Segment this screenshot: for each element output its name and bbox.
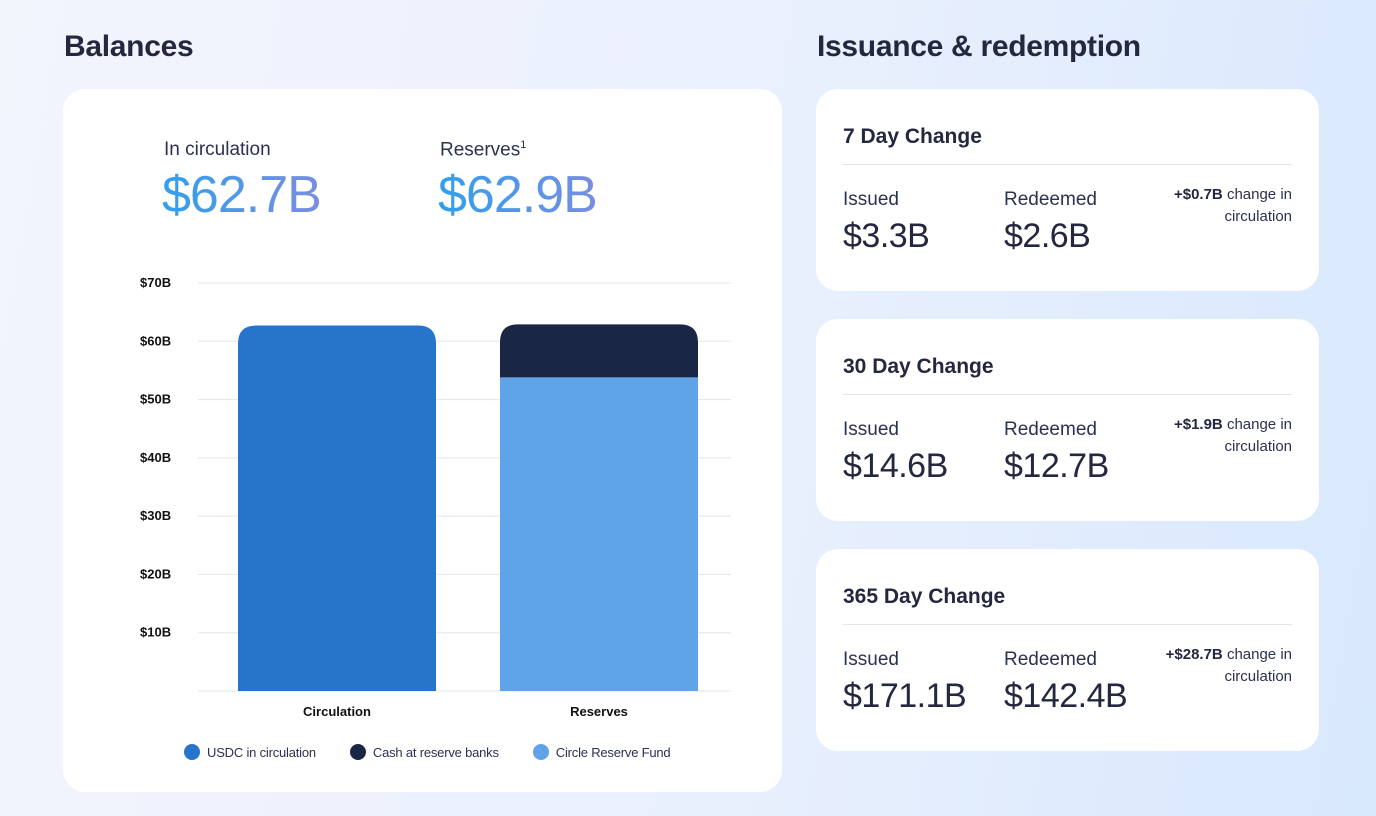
change-text: change in circulation <box>1224 186 1292 225</box>
legend-item-circle-reserve-fund: Circle Reserve Fund <box>532 744 671 760</box>
reserves-value: $62.9B <box>438 166 598 224</box>
issuance-title: Issuance & redemption <box>817 30 1141 63</box>
y-tick-label: $50B <box>140 392 171 407</box>
redeemed-label: Redeemed <box>1004 189 1097 210</box>
legend-swatch <box>349 744 366 760</box>
change-amount: +$0.7B <box>1173 186 1223 203</box>
legend-label: Circle Reserve Fund <box>555 744 671 760</box>
issued-value: $3.3B <box>843 217 930 255</box>
legend-item-cash-reserve-banks: Cash at reserve banks <box>349 744 499 760</box>
redeemed-label: Redeemed <box>1004 649 1097 670</box>
y-tick-label: $60B <box>140 333 171 348</box>
y-tick-label: $20B <box>140 566 171 581</box>
balances-card: In circulation $62.7B Reserves1 $62.9B $… <box>63 89 782 792</box>
change-text: change in circulation <box>1224 416 1292 455</box>
issued-value: $171.1B <box>843 677 967 715</box>
circulation-change-note: +$1.9B change in circulation <box>1142 414 1292 458</box>
legend-swatch <box>184 744 200 760</box>
issued-label: Issued <box>843 189 899 210</box>
legend-swatch <box>532 744 549 760</box>
redeemed-value: $142.4B <box>1004 677 1128 715</box>
divider <box>843 394 1292 395</box>
divider <box>843 624 1292 625</box>
bar-circulation-usdc-in-circulation <box>238 325 436 691</box>
in-circulation-value: $62.7B <box>162 166 322 224</box>
chart-legend: USDC in circulation Cash at reserve bank… <box>184 744 671 760</box>
issued-value: $14.6B <box>843 447 948 485</box>
redeemed-label: Redeemed <box>1004 419 1097 440</box>
balances-title: Balances <box>64 30 194 63</box>
balances-bar-chart: $10B $20B $30B $40B $50B $60B $70B Circulation R… <box>140 275 731 719</box>
y-tick-label: $10B <box>140 625 171 640</box>
x-category-label: Reserves <box>570 704 628 719</box>
issued-label: Issued <box>843 649 899 670</box>
change-card-title: 7 Day Change <box>843 125 982 148</box>
issued-label: Issued <box>843 419 899 440</box>
circulation-change-note: +$0.7B change in circulation <box>1142 184 1292 228</box>
y-tick-label: $30B <box>140 508 171 523</box>
legend-label: Cash at reserve banks <box>372 744 499 760</box>
y-tick-label: $70B <box>140 275 171 290</box>
reserves-label: Reserves1 <box>440 139 527 161</box>
change-amount: +$1.9B <box>1173 416 1223 433</box>
change-card-7-day: 7 Day Change Issued $3.3B Redeemed $2.6B… <box>816 89 1319 291</box>
redeemed-value: $2.6B <box>1004 217 1091 255</box>
change-card-title: 365 Day Change <box>843 585 1006 608</box>
divider <box>843 164 1292 165</box>
bar-reserves-circle-reserve-fund <box>500 377 698 691</box>
change-card-title: 30 Day Change <box>843 355 994 378</box>
legend-label: USDC in circulation <box>207 744 316 760</box>
in-circulation-label: In circulation <box>164 139 271 160</box>
legend-item-usdc-circulation: USDC in circulation <box>184 744 316 760</box>
reserves-footnote: 1 <box>520 139 527 151</box>
y-tick-label: $40B <box>140 450 171 465</box>
change-amount: +$28.7B <box>1165 646 1223 663</box>
bar-reserves-cash-at-reserve-banks <box>500 324 698 378</box>
change-card-365-day: 365 Day Change Issued $171.1B Redeemed $… <box>816 549 1319 751</box>
circulation-change-note: +$28.7B change in circulation <box>1142 644 1292 688</box>
redeemed-value: $12.7B <box>1004 447 1109 485</box>
change-text: change in circulation <box>1224 646 1292 685</box>
x-category-label: Circulation <box>303 704 371 719</box>
change-card-30-day: 30 Day Change Issued $14.6B Redeemed $12… <box>816 319 1319 521</box>
